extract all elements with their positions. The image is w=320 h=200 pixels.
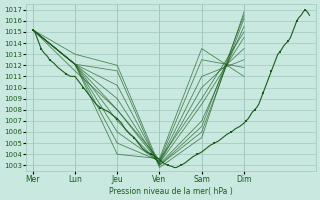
X-axis label: Pression niveau de la mer( hPa ): Pression niveau de la mer( hPa ) (109, 187, 233, 196)
